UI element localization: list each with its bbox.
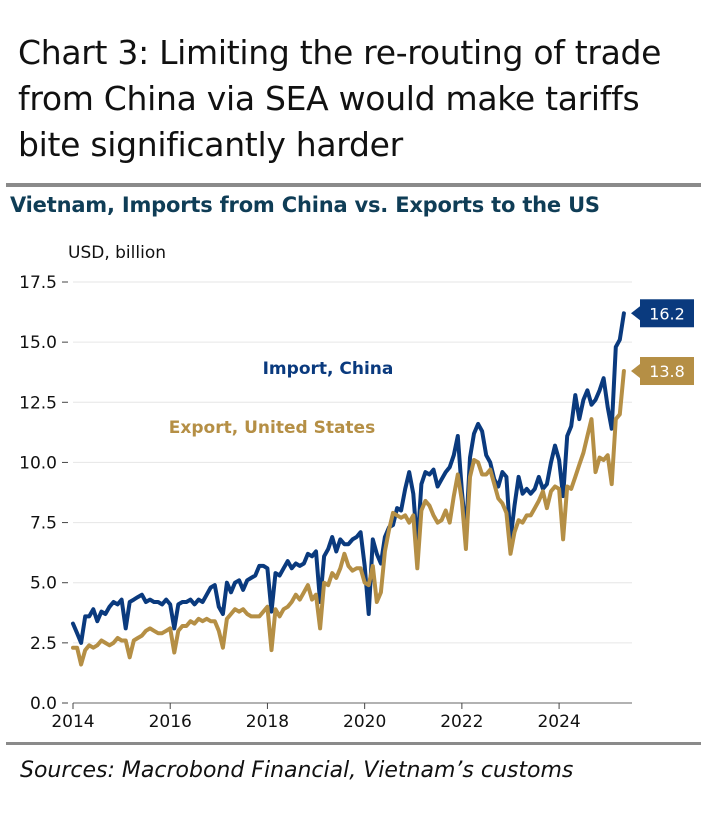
y-tick-label: 5.0 — [30, 574, 57, 594]
x-tick-label: 2016 — [149, 712, 192, 732]
chart-title: Vietnam, Imports from China vs. Exports … — [10, 193, 600, 217]
legend-export: Export, United States — [169, 418, 375, 438]
x-tick-label: 2014 — [51, 712, 94, 732]
x-tick-label: 2022 — [440, 712, 483, 732]
y-tick-label: 12.5 — [19, 393, 57, 413]
last-value-pointer — [631, 306, 640, 321]
series-line-import-china — [71, 311, 626, 645]
legend-import: Import, China — [263, 359, 394, 379]
last-value-label: 13.8 — [649, 362, 685, 381]
axes: 0.0 2.5 5.0 7.5 10.0 12.5 15.0 17.5 2014 2016 2018… — [19, 273, 632, 732]
bottom-divider — [6, 742, 701, 745]
x-tick-label: 2020 — [343, 712, 386, 732]
y-tick-label: 2.5 — [30, 634, 57, 654]
y-tick-label: 10.0 — [19, 453, 57, 473]
last-value-pointer — [631, 364, 640, 379]
y-tick-label: 7.5 — [30, 514, 57, 534]
series-lines — [71, 311, 626, 667]
y-tick-label: 15.0 — [19, 333, 57, 353]
top-divider — [6, 183, 701, 187]
headline: Chart 3: Limiting the re-routing of trad… — [18, 33, 662, 164]
y-tick-label: 17.5 — [19, 273, 57, 293]
source-note: Sources: Macrobond Financial, Vietnam’s … — [20, 758, 574, 783]
y-axis-label: USD, billion — [68, 243, 166, 263]
gridlines — [73, 281, 632, 644]
x-tick-label: 2024 — [537, 712, 580, 732]
annotations: Import, China Export, United States 16.2… — [169, 299, 694, 438]
y-tick-label: 0.0 — [30, 694, 57, 714]
x-tick-label: 2018 — [246, 712, 289, 732]
last-value-badge — [640, 299, 694, 328]
line-chart: USD, billion 0.0 2.5 5.0 7.5 10.0 12.5 15.0 17.… — [19, 243, 694, 732]
series-line-export-us — [71, 369, 626, 667]
last-value-badge — [640, 357, 694, 386]
last-value-label: 16.2 — [649, 304, 685, 323]
